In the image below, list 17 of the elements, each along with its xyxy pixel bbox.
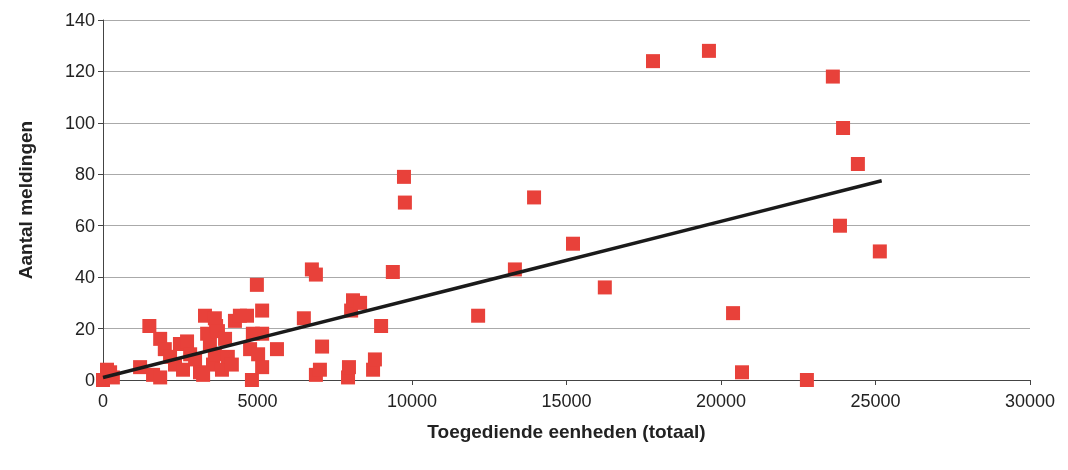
x-tick-label: 10000 [386,391,438,411]
y-tick-label: 60 [74,215,95,236]
y-tick-label: 100 [64,112,95,133]
x-tick-label: 30000 [1004,391,1056,411]
y-tick-label: 0 [84,370,95,390]
y-axis-title: Aantal meldingen [15,120,36,280]
x-axis-title: Toegediende eenheden (totaal) [427,421,706,442]
y-tick-label: 140 [64,10,95,30]
y-tick-label: 40 [74,267,95,288]
y-tick-label: 20 [74,318,95,339]
x-tick-label: 25000 [850,391,901,411]
x-tick-label: 20000 [695,391,747,411]
x-tick-label: 15000 [541,391,592,411]
y-tick-label: 80 [74,164,95,185]
x-tick-label: 0 [97,391,109,411]
y-tick-label: 120 [64,61,95,82]
x-tick-label: 5000 [237,391,278,411]
